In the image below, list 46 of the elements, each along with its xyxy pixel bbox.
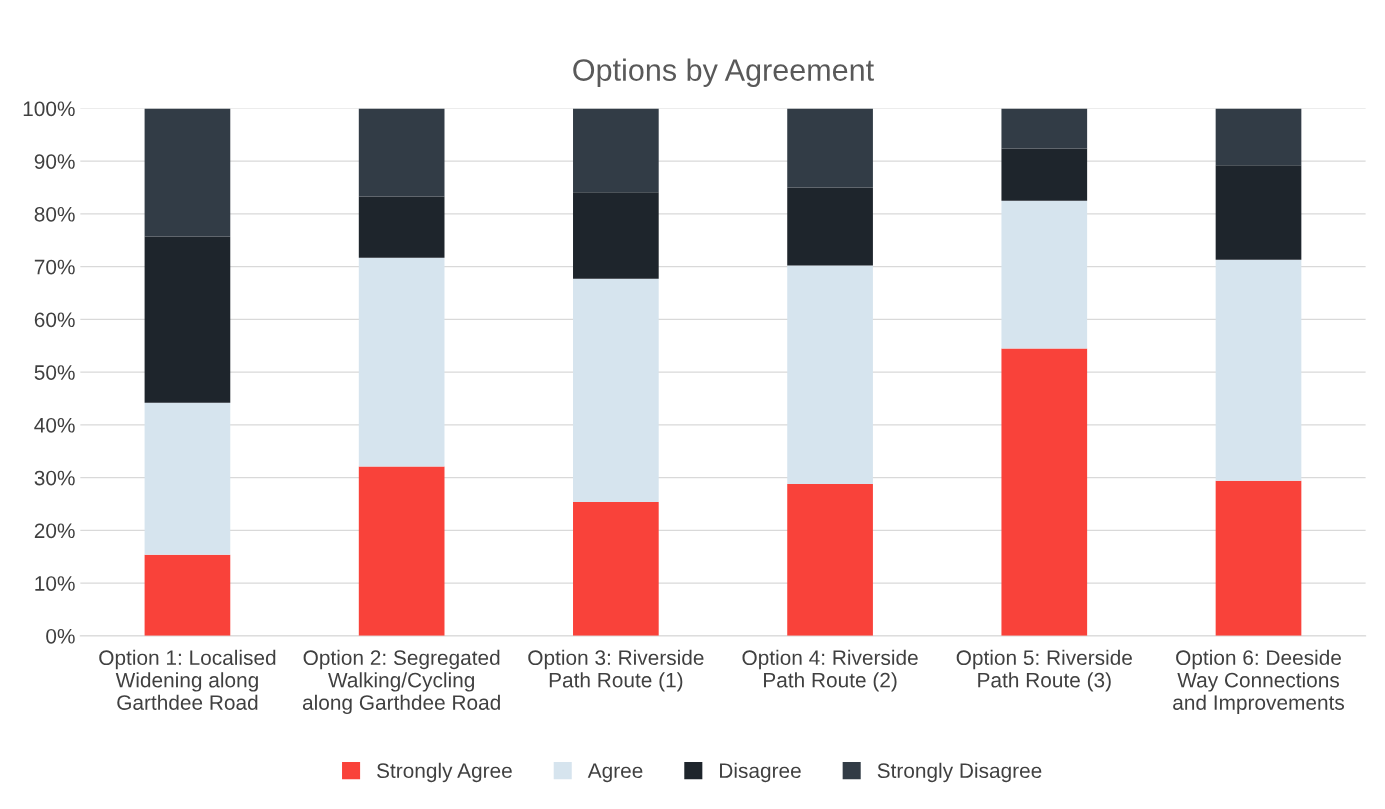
- bar: [1001, 348, 1088, 636]
- bar: [787, 265, 873, 484]
- y-tick-label: 10%: [35, 576, 75, 591]
- x-tick-label: Option 1: Localised Widening along Garthdee Road: [99, 649, 276, 710]
- bar: [144, 402, 231, 555]
- bar: [573, 278, 659, 502]
- bar: [787, 108, 873, 188]
- x-tick-label: Option 4: Riverside Path Route (2): [742, 649, 918, 692]
- y-tick-label: 30%: [34, 470, 75, 486]
- bar: [1215, 480, 1302, 636]
- bar: [144, 554, 231, 636]
- bar: [1215, 259, 1302, 481]
- bar: [358, 196, 445, 258]
- bar: [144, 236, 231, 403]
- bar: [1001, 148, 1088, 201]
- x-tick-label: Option 6: Deeside Way Connections and Improvements: [1173, 649, 1345, 715]
- bar: [358, 257, 445, 467]
- y-tick-label: 20%: [34, 523, 75, 539]
- x-tick-label: Option 2: Segregated Walking/Cycling along Garthdee Road: [302, 649, 500, 715]
- x-tick-label: Option 5: Riverside Path Route (3): [956, 649, 1132, 692]
- y-tick-label: 60%: [34, 312, 75, 328]
- bar: [573, 501, 659, 636]
- y-tick-label: 70%: [34, 259, 75, 275]
- chart-title: Options by Agreement: [573, 58, 874, 87]
- bar: [1001, 200, 1088, 349]
- legend-label: Strongly Agree: [377, 762, 512, 783]
- bar: [573, 108, 659, 193]
- x-tick-label: Option 3: Riverside Path Route (1): [528, 649, 704, 692]
- y-tick-label: 100%: [23, 101, 75, 117]
- y-tick-label: 90%: [34, 154, 75, 169]
- bar: [144, 108, 231, 237]
- bar: [358, 108, 445, 197]
- y-tick-label: 0%: [46, 628, 75, 644]
- bar: [1215, 108, 1302, 166]
- bar: [573, 192, 659, 279]
- bar: [787, 483, 873, 636]
- y-tick-label: 40%: [34, 417, 75, 433]
- legend-label: Disagree: [720, 762, 801, 783]
- bar: [787, 187, 873, 266]
- bar: [1215, 165, 1302, 260]
- y-tick-label: 50%: [34, 365, 75, 380]
- legend-label: Strongly Disagree: [877, 762, 1042, 783]
- y-tick-label: 80%: [34, 206, 75, 222]
- legend-label: Agree: [587, 763, 643, 783]
- bar: [1001, 108, 1088, 149]
- bar: [358, 466, 445, 636]
